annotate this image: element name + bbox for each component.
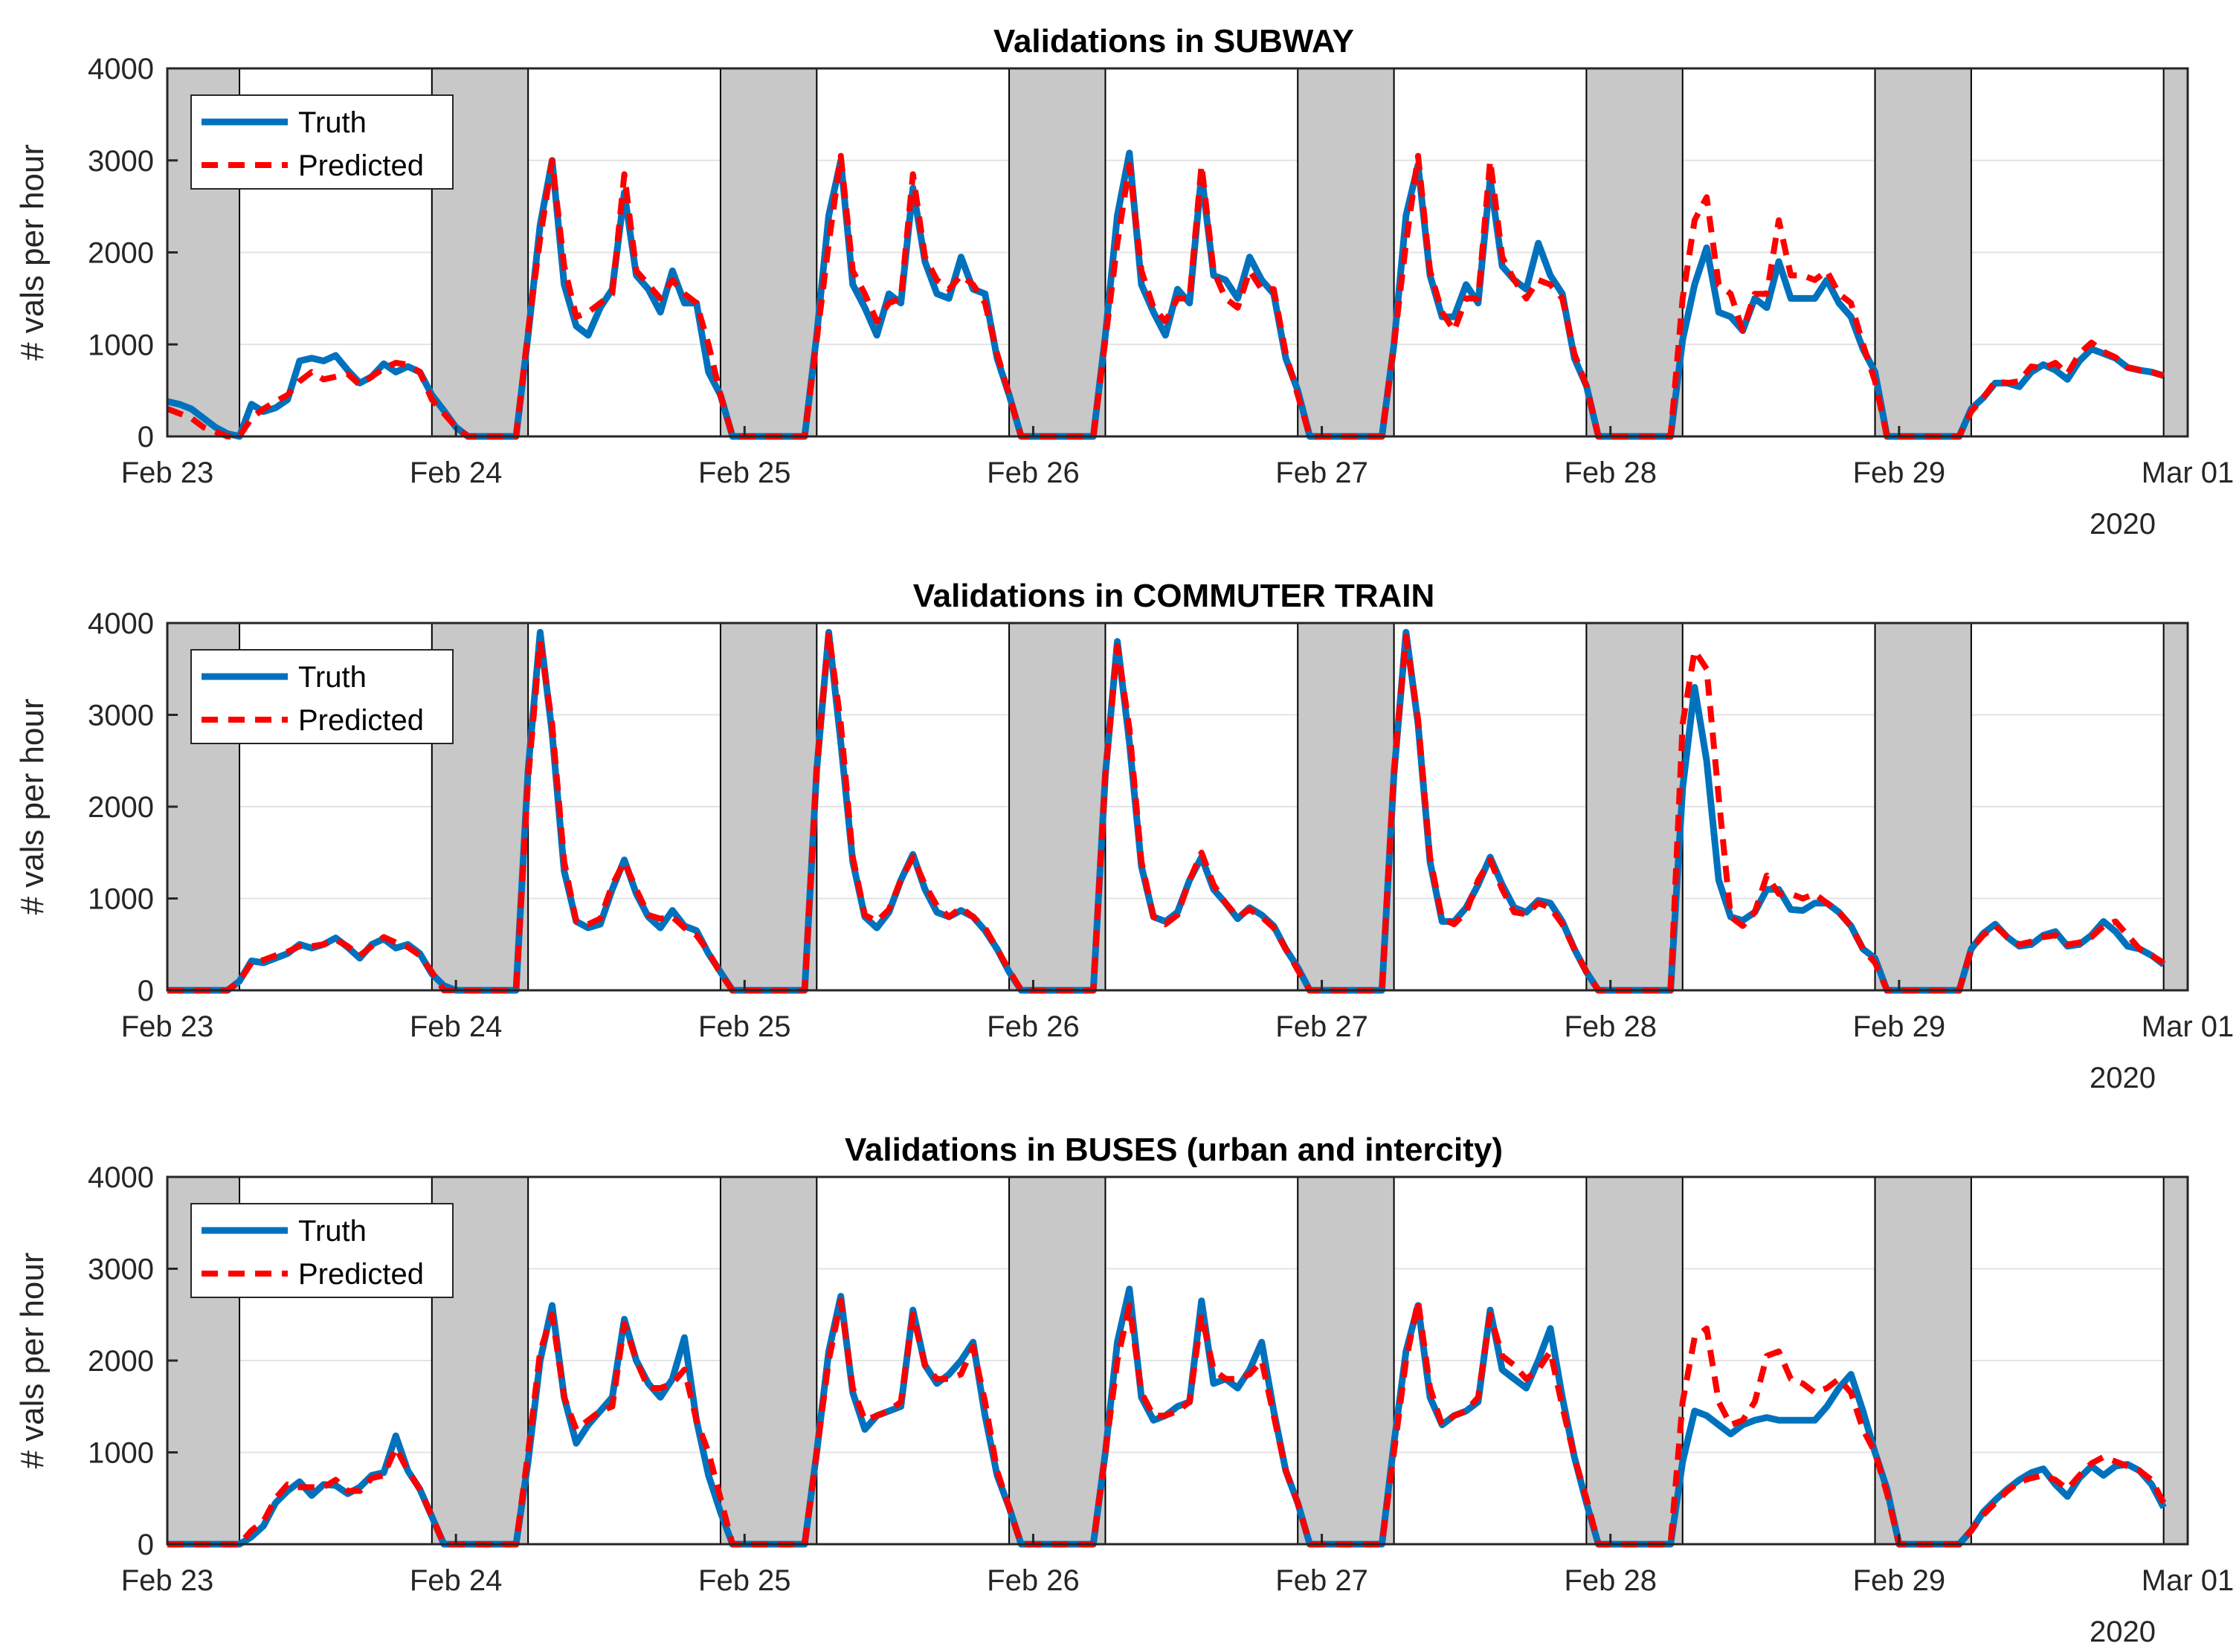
chart-title: Validations in COMMUTER TRAIN	[913, 578, 1435, 614]
x-tick-label: Feb 28	[1564, 1564, 1657, 1597]
x-tick-label: Feb 23	[121, 1564, 214, 1597]
x-tick-label: Feb 24	[410, 456, 503, 489]
x-tick-label: Mar 01	[2142, 456, 2235, 489]
y-axis-label: # vals per hour	[14, 144, 51, 361]
legend-label-predicted: Predicted	[298, 1258, 424, 1291]
legend-box	[190, 649, 454, 744]
y-axis-label: # vals per hour	[14, 698, 51, 914]
x-tick-label: Feb 28	[1564, 1010, 1657, 1043]
night-shade-7	[1874, 1176, 1972, 1545]
x-year-label: 2020	[2090, 508, 2156, 541]
legend-label-predicted: Predicted	[298, 704, 424, 737]
x-tick-label: Feb 29	[1853, 1010, 1946, 1043]
x-tick-label: Feb 28	[1564, 456, 1657, 489]
y-tick-label: 4000	[88, 53, 154, 85]
x-year-label: 2020	[2090, 1616, 2156, 1648]
night-shade-4	[1008, 622, 1106, 991]
chart-panel-2: 0 1000 2000 3000 4000 Feb 23 Feb 24 Feb 25 Feb 2…	[14, 578, 2234, 1094]
night-shade-6	[1585, 622, 1684, 991]
x-tick-label: Feb 26	[987, 456, 1080, 489]
legend-label-truth: Truth	[298, 1215, 367, 1248]
y-tick-label: 2000	[88, 237, 154, 270]
x-tick-label: Feb 24	[410, 1010, 503, 1043]
legend: Truth Predicted	[190, 94, 454, 190]
x-tick-label: Feb 25	[698, 456, 791, 489]
x-tick-label: Feb 26	[987, 1010, 1080, 1043]
night-shade-4	[1008, 1176, 1106, 1545]
chart-title: Validations in SUBWAY	[993, 23, 1354, 59]
y-tick-label: 0	[138, 421, 154, 454]
night-shade-7	[1874, 622, 1972, 991]
night-shade-6	[1585, 1176, 1684, 1545]
night-shade-3	[719, 68, 818, 437]
x-tick-label: Feb 26	[987, 1564, 1080, 1597]
x-year-label: 2020	[2090, 1062, 2156, 1094]
y-tick-label: 2000	[88, 1345, 154, 1378]
night-shade-5	[1297, 622, 1395, 991]
x-tick-label: Feb 25	[698, 1010, 791, 1043]
legend-box	[190, 1203, 454, 1298]
y-tick-label: 2000	[88, 791, 154, 824]
legend: Truth Predicted	[190, 1203, 454, 1298]
legend-label-truth: Truth	[298, 106, 367, 139]
x-tick-label: Feb 27	[1275, 1564, 1368, 1597]
x-tick-label: Mar 01	[2142, 1564, 2235, 1597]
y-tick-label: 3000	[88, 1253, 154, 1286]
chart-panel-3: 0 1000 2000 3000 4000 Feb 23 Feb 24 Feb 25 Feb 2…	[14, 1132, 2234, 1648]
night-shade-5	[1297, 1176, 1395, 1545]
x-tick-label: Feb 29	[1853, 1564, 1946, 1597]
night-shade-7	[1874, 68, 1972, 437]
y-tick-label: 3000	[88, 145, 154, 178]
chart-panel-1: 0 1000 2000 3000 4000 Feb 23 Feb 24 Feb 25 Feb 2…	[14, 23, 2234, 541]
night-shade-6	[1585, 68, 1684, 437]
y-tick-label: 4000	[88, 1161, 154, 1194]
y-tick-label: 0	[138, 975, 154, 1007]
x-tick-label: Feb 29	[1853, 456, 1946, 489]
night-shade-8	[2162, 1176, 2189, 1545]
series-line-predicted	[167, 1297, 2167, 1547]
night-shade-5	[1297, 68, 1395, 437]
x-tick-label: Feb 23	[121, 456, 214, 489]
chart-title: Validations in BUSES (urban and intercit…	[845, 1132, 1503, 1168]
x-tick-label: Feb 23	[121, 1010, 214, 1043]
y-axis-label: # vals per hour	[14, 1252, 51, 1468]
y-tick-label: 1000	[88, 329, 154, 361]
y-tick-label: 1000	[88, 883, 154, 916]
legend-label-predicted: Predicted	[298, 149, 424, 182]
legend: Truth Predicted	[190, 649, 454, 744]
x-tick-label: Feb 24	[410, 1564, 503, 1597]
y-tick-label: 0	[138, 1529, 154, 1561]
x-tick-label: Feb 27	[1275, 1010, 1368, 1043]
night-shade-8	[2162, 68, 2189, 437]
night-shade-3	[719, 1176, 818, 1545]
x-tick-label: Mar 01	[2142, 1010, 2235, 1043]
night-shade-3	[719, 622, 818, 991]
legend-box	[190, 94, 454, 190]
night-shade-4	[1008, 68, 1106, 437]
y-tick-label: 3000	[88, 700, 154, 732]
x-tick-label: Feb 27	[1275, 456, 1368, 489]
night-shade-8	[2162, 622, 2189, 991]
legend-label-truth: Truth	[298, 661, 367, 694]
y-tick-label: 1000	[88, 1437, 154, 1470]
x-tick-label: Feb 25	[698, 1564, 791, 1597]
y-tick-label: 4000	[88, 607, 154, 640]
